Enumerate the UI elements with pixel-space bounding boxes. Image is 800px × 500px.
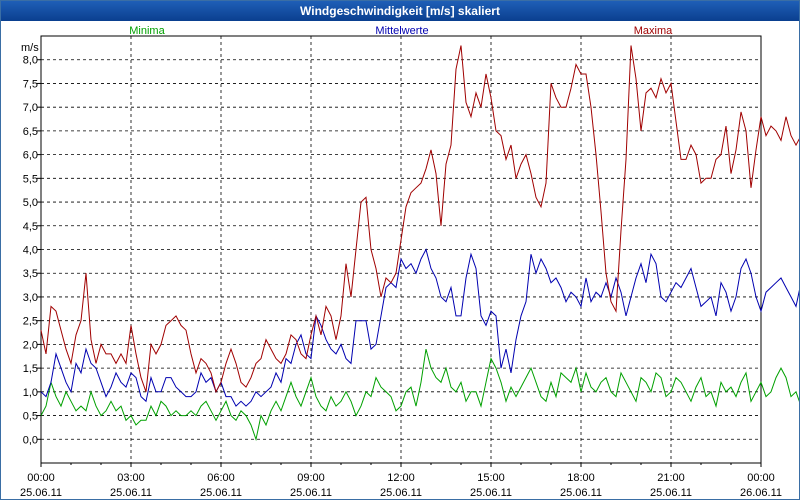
x-tick-time: 12:00 bbox=[387, 472, 415, 484]
y-tick-labels: 0,0 0,5 1,0 1,5 2,0 2,5 3,0 3,5 4,0 4,5 5,0 5,5 6,0 6… bbox=[23, 55, 38, 447]
x-tick-date: 25.06.11 bbox=[470, 487, 512, 499]
grid-lines bbox=[41, 36, 761, 463]
y-tick-label: 4,5 bbox=[23, 221, 38, 233]
series-line-maxima bbox=[40, 45, 799, 394]
window-title: Windgeschwindigkeit [m/s] skaliert bbox=[1, 1, 799, 21]
series-line-minima bbox=[40, 348, 799, 442]
x-tick-date: 25.06.11 bbox=[560, 487, 602, 499]
y-tick-label: 3,0 bbox=[23, 292, 38, 304]
legend-entry-maxima: Maxima bbox=[634, 25, 673, 37]
x-tick-labels: 00:00 25.06.11 03:00 25.06.11 06:00 25.06.11 0… bbox=[20, 472, 782, 499]
y-tick-label: 3,5 bbox=[23, 268, 38, 280]
x-tick-time: 09:00 bbox=[297, 472, 325, 484]
y-tick-label: 4,0 bbox=[23, 245, 38, 257]
x-tick-time: 15:00 bbox=[477, 472, 505, 484]
y-tick-label: 1,0 bbox=[23, 387, 38, 399]
y-tick-label: 1,5 bbox=[23, 363, 38, 375]
axes bbox=[37, 35, 762, 467]
y-tick-label: 6,5 bbox=[23, 126, 38, 138]
y-tick-label: 7,5 bbox=[23, 78, 38, 90]
x-tick-date: 25.06.11 bbox=[650, 487, 692, 499]
x-tick-time: 03:00 bbox=[117, 472, 145, 484]
y-tick-label: 0,0 bbox=[23, 434, 38, 446]
y-tick-label: 7,0 bbox=[23, 102, 38, 114]
legend-entry-minima: Minima bbox=[129, 25, 165, 37]
x-tick-time: 06:00 bbox=[207, 472, 235, 484]
series-lines bbox=[40, 45, 799, 442]
y-tick-label: 2,5 bbox=[23, 316, 38, 328]
y-tick-label: 0,5 bbox=[23, 411, 38, 423]
legend-entry-mittelwerte: Mittelwerte bbox=[375, 25, 428, 37]
x-tick-time: 00:00 bbox=[747, 472, 775, 484]
plot-frame bbox=[40, 35, 762, 464]
x-tick-date: 25.06.11 bbox=[290, 487, 332, 499]
x-tick-date: 25.06.11 bbox=[200, 487, 242, 499]
x-tick-date: 26.06.11 bbox=[740, 487, 782, 499]
y-tick-label: 2,0 bbox=[23, 339, 38, 351]
legend: Minima Mittelwerte Maxima bbox=[129, 25, 673, 37]
y-tick-label: 5,0 bbox=[23, 197, 38, 209]
x-tick-date: 25.06.11 bbox=[20, 487, 62, 499]
x-tick-time: 00:00 bbox=[27, 472, 55, 484]
y-tick-label: 8,0 bbox=[23, 55, 38, 67]
x-tick-date: 25.06.11 bbox=[380, 487, 422, 499]
x-tick-date: 25.06.11 bbox=[110, 487, 152, 499]
y-axis-label: m/s bbox=[21, 42, 39, 54]
y-tick-label: 5,5 bbox=[23, 173, 38, 185]
x-tick-time: 18:00 bbox=[567, 472, 595, 484]
y-tick-label: 6,0 bbox=[23, 150, 38, 162]
x-tick-time: 21:00 bbox=[657, 472, 685, 484]
